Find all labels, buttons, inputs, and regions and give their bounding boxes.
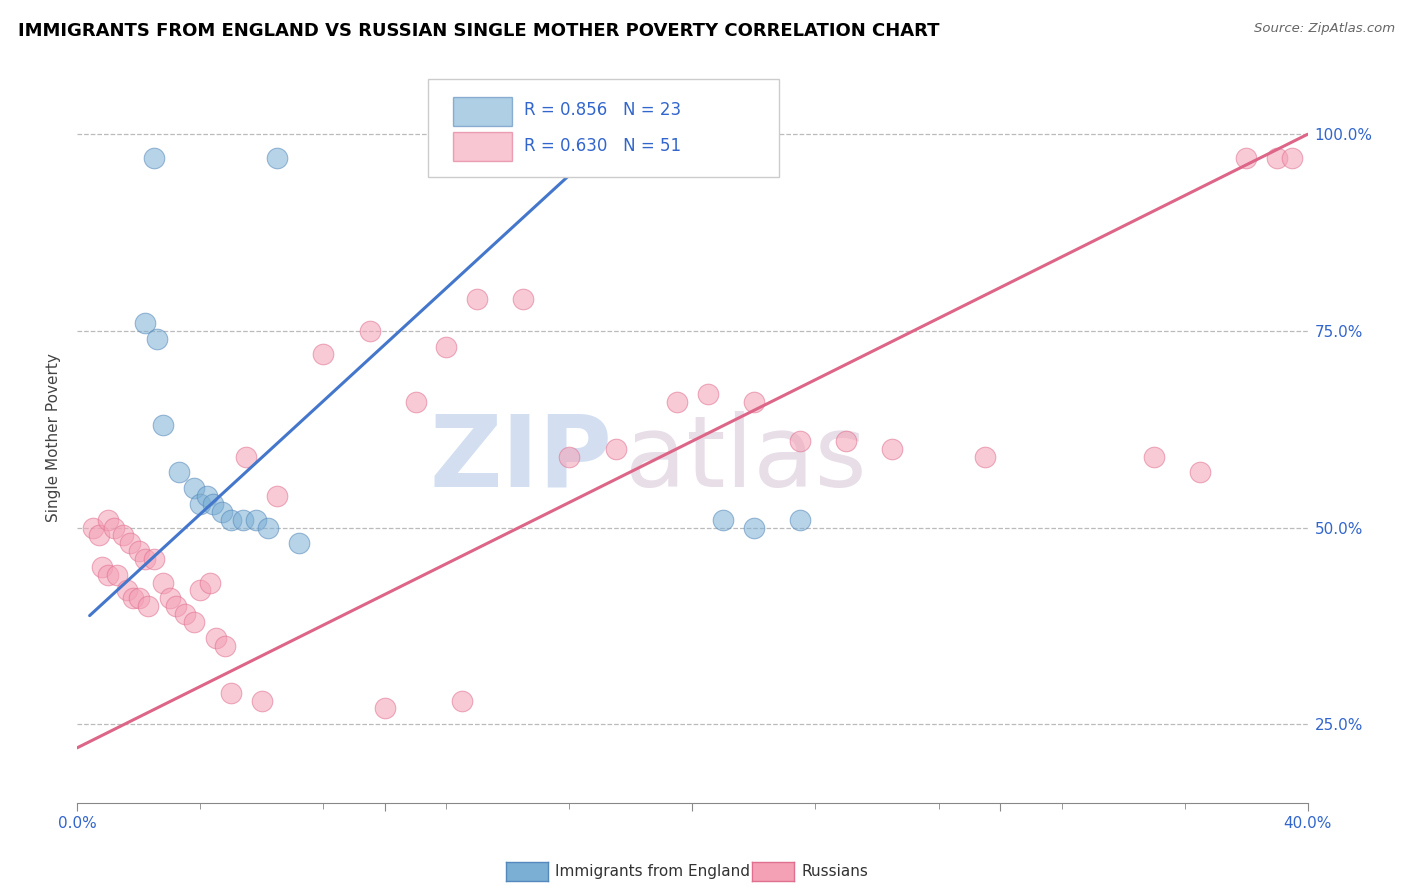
Point (605, 442, 627, 456)
Point (143, 151, 166, 165)
Point (1234, 151, 1257, 165)
Point (183, 481, 205, 495)
Point (789, 513, 811, 527)
Point (465, 151, 488, 165)
Point (219, 686, 242, 700)
FancyBboxPatch shape (453, 132, 512, 161)
Point (1281, 151, 1303, 165)
Point (201, 497, 224, 511)
Point (789, 434, 811, 448)
Point (1265, 151, 1288, 165)
Point (288, 536, 311, 550)
Text: Immigrants from England: Immigrants from England (555, 864, 751, 879)
Point (97, 567, 120, 582)
Point (219, 513, 242, 527)
Point (257, 520, 280, 534)
Point (512, 151, 534, 165)
Point (405, 394, 427, 409)
Point (232, 513, 254, 527)
Point (266, 489, 288, 503)
Point (543, 151, 565, 165)
Point (128, 544, 150, 558)
Point (605, 151, 627, 165)
Point (167, 466, 190, 480)
Point (90, 559, 114, 574)
Text: Russians: Russians (801, 864, 869, 879)
Point (136, 599, 159, 614)
Point (103, 520, 125, 534)
Point (198, 575, 221, 590)
Text: ZIP: ZIP (430, 410, 613, 508)
Point (204, 631, 226, 645)
Point (152, 575, 174, 590)
Point (436, 340, 458, 354)
Point (143, 552, 166, 566)
Point (835, 434, 858, 448)
Point (146, 332, 169, 346)
Text: R = 0.856   N = 23: R = 0.856 N = 23 (524, 101, 681, 120)
Point (87, 528, 110, 542)
Point (711, 513, 734, 527)
Point (195, 489, 218, 503)
Point (450, 693, 472, 707)
Text: IMMIGRANTS FROM ENGLAND VS RUSSIAN SINGLE MOTHER POVERTY CORRELATION CHART: IMMIGRANTS FROM ENGLAND VS RUSSIAN SINGL… (18, 22, 939, 40)
Point (465, 293, 488, 307)
Point (134, 552, 156, 566)
Point (97, 513, 120, 527)
Point (245, 513, 267, 527)
Point (112, 528, 135, 542)
Point (882, 442, 904, 456)
Point (105, 567, 128, 582)
Point (742, 394, 765, 409)
Point (183, 615, 205, 629)
Point (214, 639, 236, 653)
Point (118, 536, 141, 550)
Point (1143, 450, 1166, 464)
Point (128, 591, 150, 606)
Point (152, 418, 174, 433)
Text: R = 0.630   N = 51: R = 0.630 N = 51 (524, 137, 681, 155)
Point (121, 591, 143, 606)
Point (359, 324, 381, 338)
Point (742, 520, 765, 534)
Point (115, 583, 138, 598)
Point (165, 599, 187, 614)
Point (696, 387, 718, 401)
Point (188, 583, 212, 598)
Point (211, 505, 233, 519)
Point (266, 151, 288, 165)
Text: Source: ZipAtlas.com: Source: ZipAtlas.com (1254, 22, 1395, 36)
FancyBboxPatch shape (427, 78, 779, 178)
Point (188, 497, 212, 511)
Point (1188, 466, 1211, 480)
Point (312, 347, 335, 361)
FancyBboxPatch shape (453, 97, 512, 126)
Text: atlas: atlas (624, 410, 866, 508)
Point (82, 520, 104, 534)
Point (134, 316, 156, 330)
Point (250, 693, 273, 707)
Point (512, 293, 534, 307)
Point (159, 591, 181, 606)
Point (374, 701, 396, 715)
Y-axis label: Single Mother Poverty: Single Mother Poverty (46, 352, 62, 522)
Point (235, 450, 257, 464)
Point (174, 607, 197, 621)
Point (666, 394, 689, 409)
Point (558, 450, 581, 464)
Point (973, 450, 995, 464)
